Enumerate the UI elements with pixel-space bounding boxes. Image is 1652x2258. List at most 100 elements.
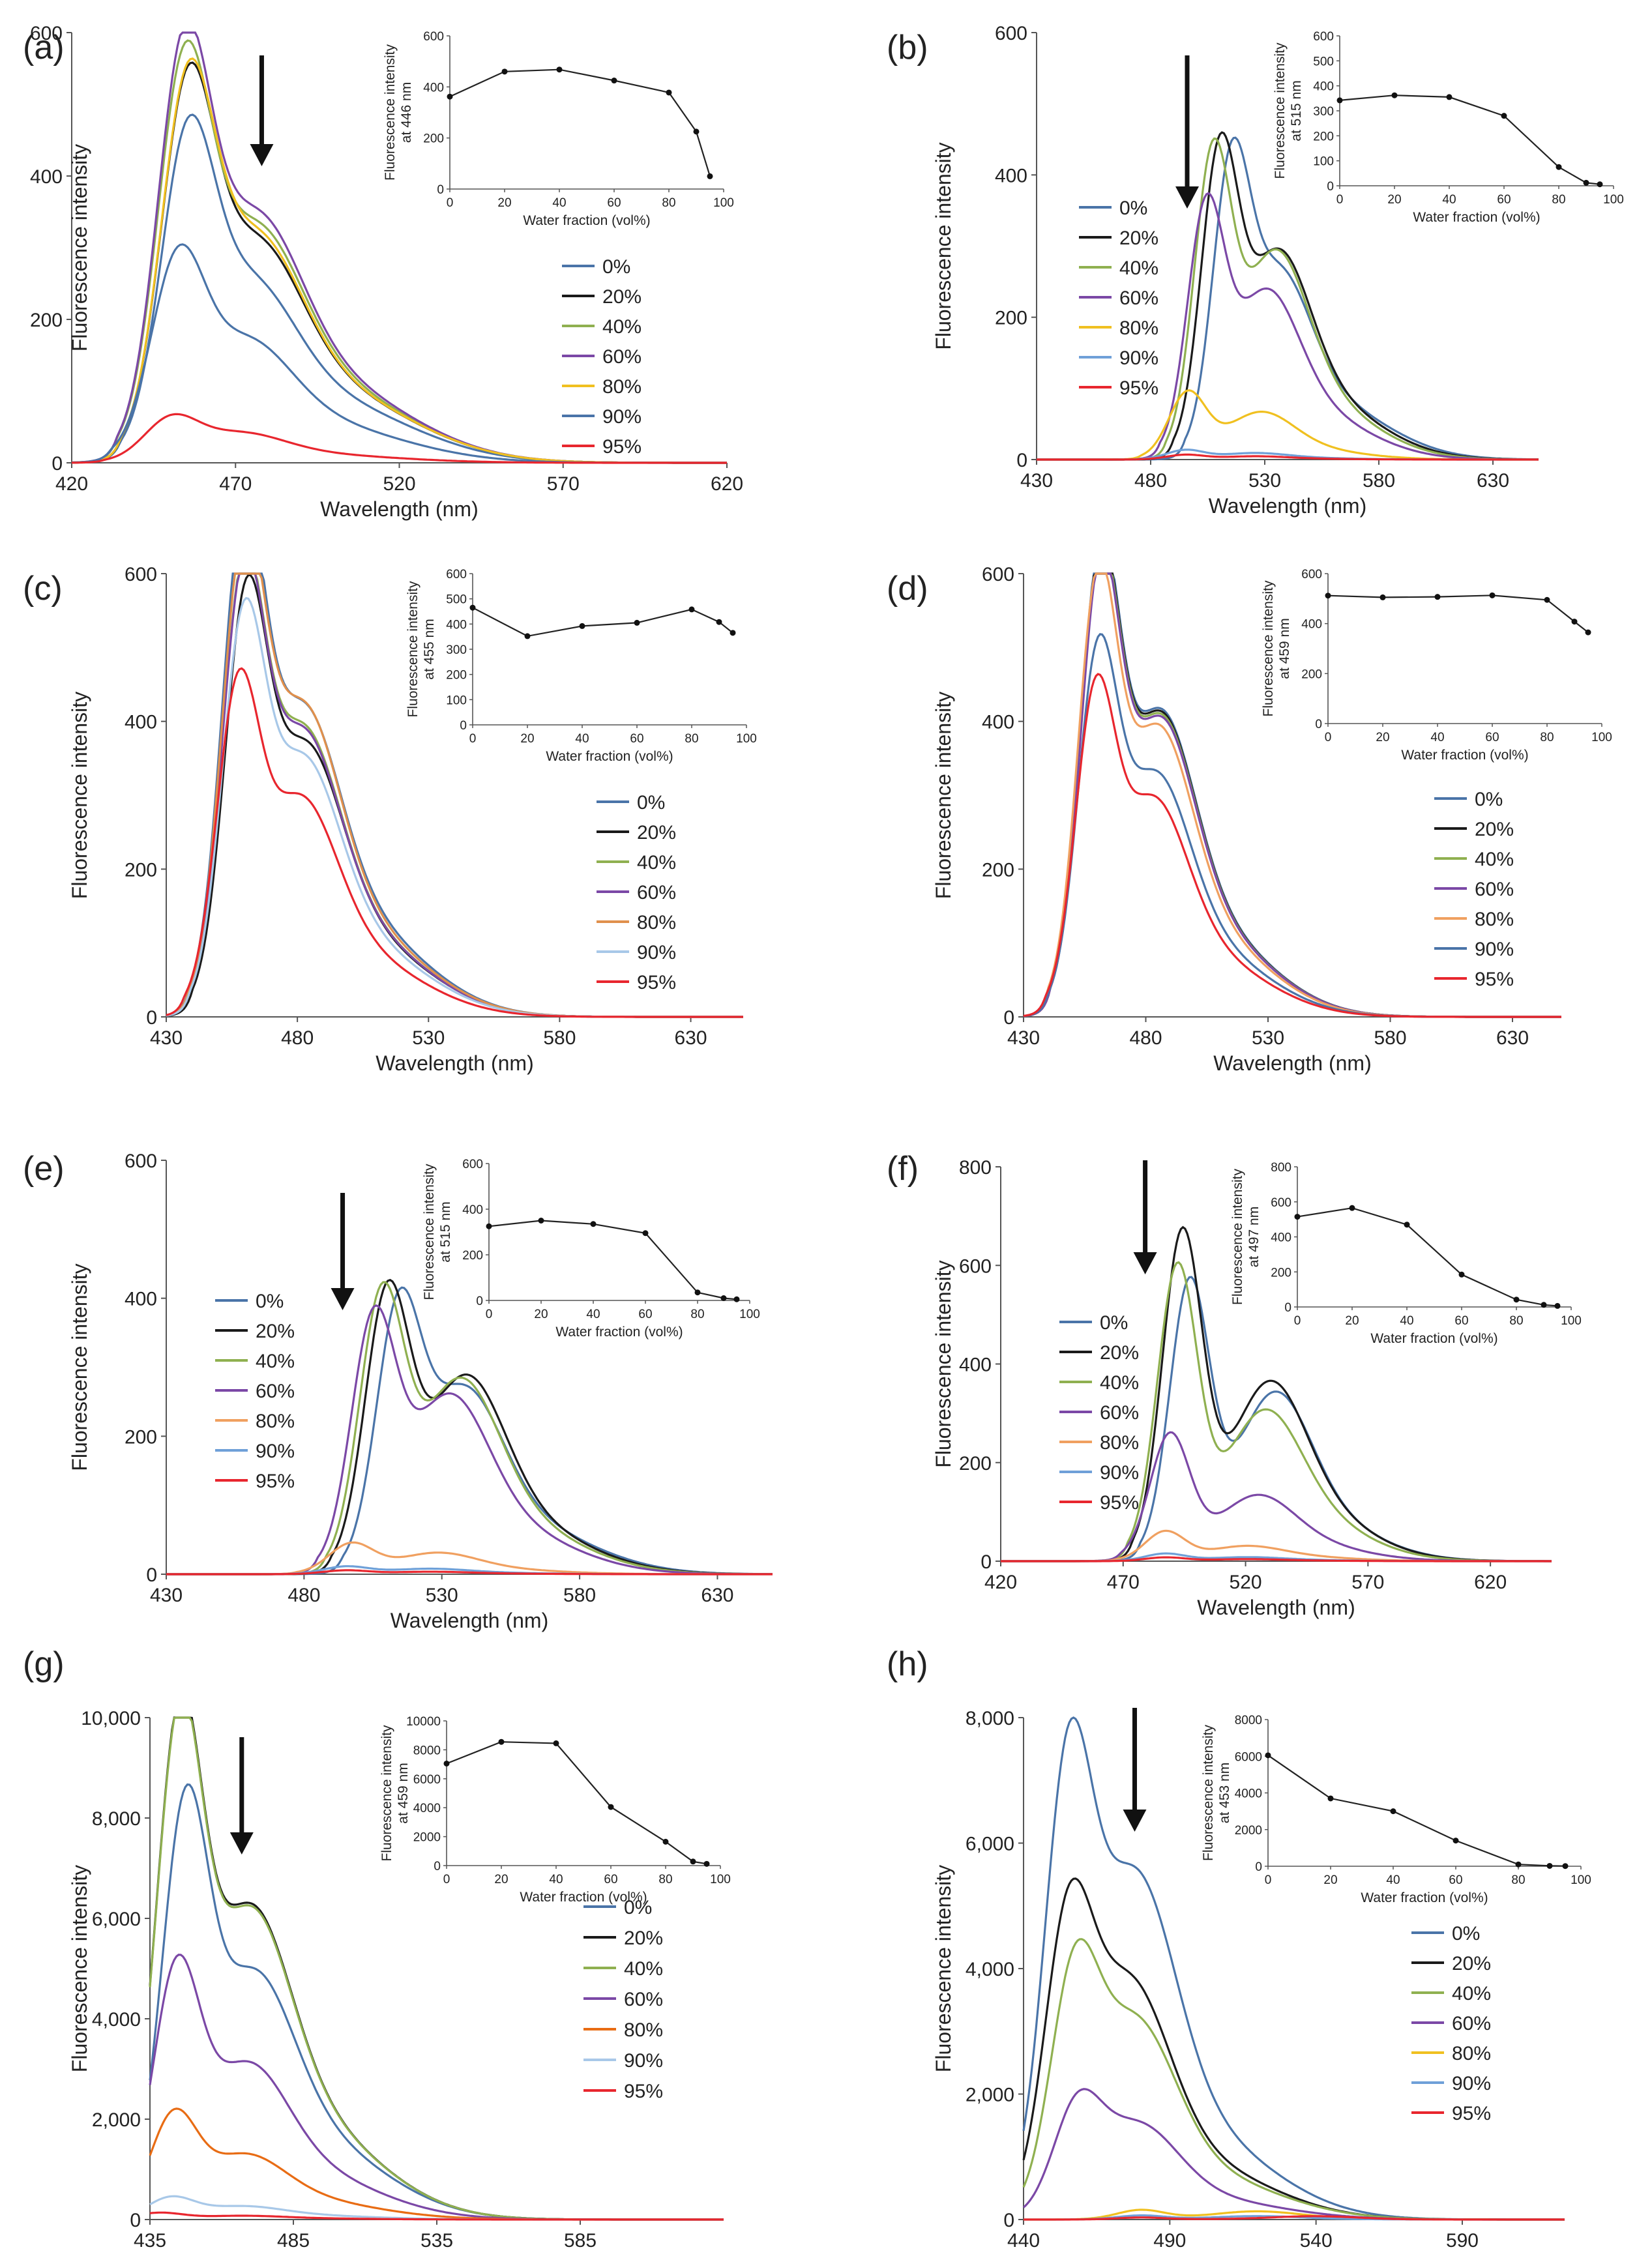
inset-x-tick-label: 0 [1325, 731, 1332, 744]
y-tick-label: 600 [125, 564, 157, 585]
y-tick-label: 8,000 [966, 1708, 1014, 1729]
x-tick-label: 430 [150, 1585, 183, 1606]
inset-point [707, 173, 713, 179]
inset-point [590, 1221, 597, 1227]
x-tick-label: 620 [711, 473, 743, 495]
x-tick-label: 440 [1007, 2230, 1040, 2251]
inset-y-tick-label: 200 [423, 132, 444, 146]
inset-x-tick-label: 40 [549, 1873, 563, 1886]
x-axis-label: Wavelength (nm) [391, 1609, 548, 1632]
inset-x-tick-label: 0 [486, 1308, 493, 1321]
y-tick-label: 0 [146, 1564, 157, 1586]
inset-plot: 0 200 400 600 0 20 40 60 80 100 Water fraction (vo… [383, 30, 734, 228]
y-tick-label: 600 [982, 564, 1014, 585]
inset-point [1585, 629, 1591, 636]
legend-label: 0% [624, 1897, 652, 1918]
inset-x-tick-label: 40 [1430, 731, 1444, 744]
inset-y-label: Fluorescence intensity [422, 1164, 437, 1300]
legend-label: 0% [602, 256, 630, 278]
y-axis-label: Fluorescence intensity [68, 1865, 91, 2072]
inset-point [553, 1740, 559, 1746]
inset-point [1265, 1752, 1271, 1759]
inset-point [1501, 113, 1507, 119]
x-tick-label: 630 [675, 1027, 707, 1049]
legend-label: 20% [1452, 1953, 1491, 1974]
inset-point [1546, 1862, 1553, 1869]
inset-x-tick-label: 0 [1336, 193, 1344, 207]
inset-point [642, 1230, 649, 1237]
x-tick-label: 420 [55, 473, 88, 495]
y-tick-label: 0 [1003, 2210, 1014, 2231]
legend-label: 20% [1119, 227, 1158, 249]
x-tick-label: 530 [426, 1585, 458, 1606]
inset-point [634, 619, 640, 626]
x-tick-label: 520 [1230, 1572, 1262, 1593]
inset-point [733, 1296, 740, 1302]
inset-line [446, 1741, 707, 1865]
inset-point [447, 93, 453, 100]
inset-x-tick-label: 0 [1265, 1873, 1272, 1887]
x-tick-label: 530 [1248, 470, 1281, 491]
x-tick-label: 580 [543, 1027, 576, 1049]
inset-y-tick-label: 600 [1313, 30, 1334, 44]
inset-point [1597, 181, 1603, 188]
inset-x-tick-label: 40 [1400, 1314, 1413, 1328]
x-tick-label: 435 [134, 2230, 166, 2251]
inset-y-label-2: at 497 nm [1246, 1207, 1261, 1267]
inset-y-tick-label: 600 [423, 30, 444, 44]
x-tick-label: 470 [1107, 1572, 1140, 1593]
inset-point [608, 1804, 614, 1810]
inset-x-tick-label: 40 [1386, 1873, 1400, 1887]
y-tick-label: 200 [30, 310, 63, 331]
series-line-60pct [1037, 192, 1539, 461]
panel-label: (f) [887, 1150, 919, 1188]
x-tick-label: 420 [984, 1572, 1017, 1593]
inset-x-tick-label: 40 [586, 1308, 600, 1321]
legend-label: 60% [602, 346, 642, 368]
inset-y-tick-label: 600 [446, 568, 467, 581]
inset-point [666, 89, 672, 96]
legend-label: 90% [1452, 2073, 1491, 2094]
legend-label: 0% [1475, 789, 1503, 810]
x-tick-label: 630 [1477, 470, 1509, 491]
y-axis-label: Fluorescence intensity [932, 1865, 955, 2072]
inset-y-tick-label: 100 [1313, 155, 1334, 169]
legend-label: 90% [624, 2050, 663, 2072]
inset-y-tick-label: 0 [1255, 1860, 1262, 1874]
inset-point [524, 633, 531, 639]
x-tick-label: 430 [150, 1027, 183, 1049]
inset-line [449, 68, 711, 177]
y-tick-label: 2,000 [966, 2085, 1014, 2106]
y-tick-label: 0 [146, 1007, 157, 1029]
inset-y-label: Fluorescence intensity [1273, 42, 1288, 179]
y-tick-label: 200 [125, 1426, 157, 1448]
legend-label: 90% [1475, 939, 1514, 960]
inset-x-tick-label: 20 [520, 732, 534, 746]
inset-point [703, 1860, 710, 1867]
inset-y-label: Fluorescence intensity [1201, 1725, 1216, 1861]
y-tick-label: 600 [959, 1255, 992, 1277]
inset-x-tick-label: 0 [443, 1873, 450, 1886]
inset-x-tick-label: 80 [1509, 1314, 1523, 1328]
legend-label: 40% [256, 1351, 295, 1372]
x-tick-label: 580 [1363, 470, 1395, 491]
inset-line [1339, 95, 1600, 185]
legend-label: 80% [256, 1411, 295, 1432]
inset-x-tick-label: 20 [1323, 1873, 1337, 1887]
inset-point [1327, 1795, 1334, 1802]
inset-y-label: Fluorescence intensity [379, 1725, 394, 1861]
legend-label: 40% [637, 852, 676, 873]
series-line-95pct [1001, 1556, 1552, 1562]
inset-point [730, 630, 736, 636]
y-tick-label: 200 [959, 1453, 992, 1474]
legend-label: 0% [1452, 1923, 1480, 1944]
inset-x-label: Water fraction (vol%) [523, 213, 650, 228]
y-tick-label: 400 [982, 712, 1014, 733]
inset-point [611, 78, 617, 84]
inset-point [443, 1760, 450, 1767]
legend-label: 80% [1119, 317, 1158, 339]
legend-label: 20% [602, 286, 642, 308]
inset-x-label: Water fraction (vol%) [555, 1325, 683, 1340]
inset-y-tick-label: 6000 [1235, 1750, 1262, 1764]
inset-y-tick-label: 8000 [413, 1744, 441, 1757]
